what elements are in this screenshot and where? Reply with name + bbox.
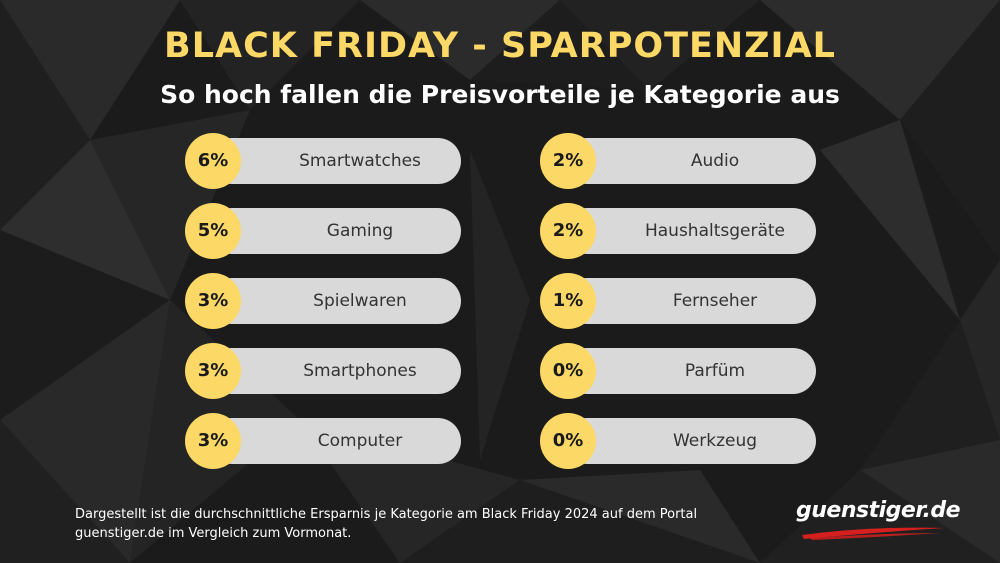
category-row: Gaming 5%	[185, 203, 465, 259]
category-label: Computer	[317, 431, 403, 451]
category-label: Smartwatches	[299, 151, 421, 171]
logo-swoosh-icon	[802, 527, 944, 540]
category-label: Parfüm	[684, 361, 746, 381]
category-row: Computer 3%	[185, 413, 465, 469]
category-pill: Fernseher	[564, 278, 816, 324]
category-pill: Audio	[564, 138, 816, 184]
savings-value-badge: 2%	[540, 203, 596, 259]
category-pill: Computer	[209, 418, 461, 464]
category-pill: Smartwatches	[209, 138, 461, 184]
savings-value-badge: 3%	[185, 413, 241, 469]
category-pill: Parfüm	[564, 348, 816, 394]
savings-value-badge: 1%	[540, 273, 596, 329]
category-label: Fernseher	[672, 291, 758, 311]
savings-value-badge: 3%	[185, 343, 241, 399]
category-row: Haushaltsgeräte 2%	[540, 203, 820, 259]
category-label: Audio	[690, 151, 740, 171]
footnote: Dargestellt ist die durchschnittliche Er…	[75, 507, 698, 541]
category-row: Smartwatches 6%	[185, 133, 465, 189]
chart-title: BLACK FRIDAY - SPARPOTENZIAL	[164, 26, 836, 66]
category-row: Spielwaren 3%	[185, 273, 465, 329]
savings-value-badge: 5%	[185, 203, 241, 259]
category-label: Haushaltsgeräte	[644, 221, 786, 241]
brand-logo: guenstiger.de	[796, 498, 961, 542]
category-row: Parfüm 0%	[540, 343, 820, 399]
logo-text: guenstiger.de	[796, 498, 961, 523]
category-row: Fernseher 1%	[540, 273, 820, 329]
savings-value-badge: 0%	[540, 413, 596, 469]
category-label: Spielwaren	[313, 291, 407, 311]
category-row: Smartphones 3%	[185, 343, 465, 399]
savings-value-badge: 2%	[540, 133, 596, 189]
chart-subtitle: So hoch fallen die Preisvorteile je Kate…	[160, 80, 840, 109]
category-label: Werkzeug	[672, 431, 758, 451]
category-pill: Smartphones	[209, 348, 461, 394]
category-pill: Gaming	[209, 208, 461, 254]
savings-value-badge: 0%	[540, 343, 596, 399]
category-row: Audio 2%	[540, 133, 820, 189]
category-pill: Haushaltsgeräte	[564, 208, 816, 254]
savings-value-badge: 6%	[185, 133, 241, 189]
category-pill: Werkzeug	[564, 418, 816, 464]
savings-value-badge: 3%	[185, 273, 241, 329]
category-label: Smartphones	[303, 361, 417, 381]
category-pill: Spielwaren	[209, 278, 461, 324]
category-label: Gaming	[326, 221, 394, 241]
category-row: Werkzeug 0%	[540, 413, 820, 469]
